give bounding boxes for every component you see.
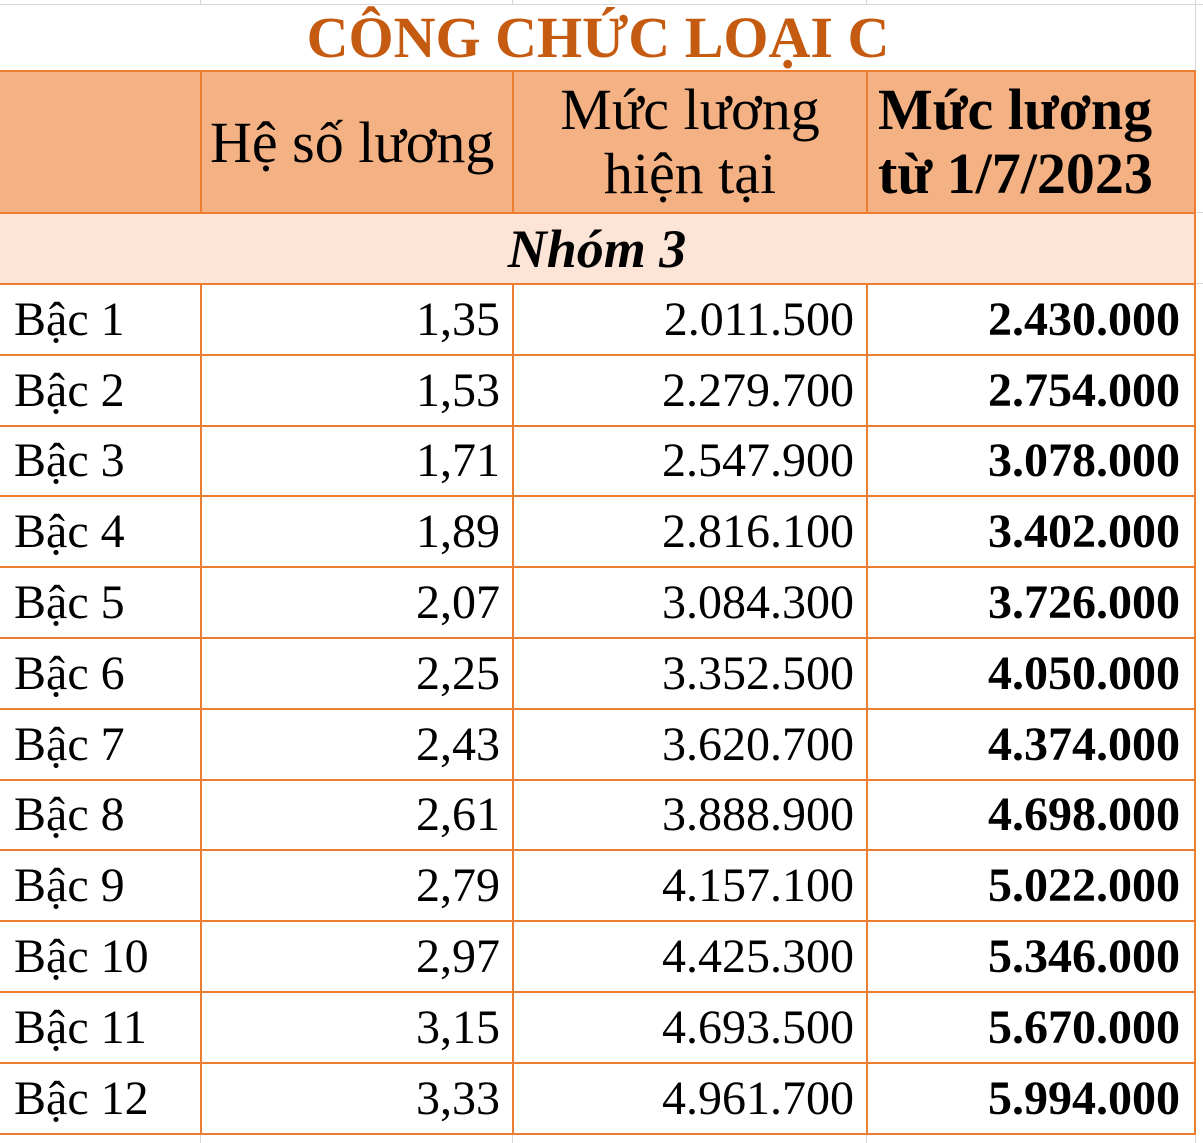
current-salary-value: 3.888.900 — [512, 780, 866, 850]
table-row: Bậc 10 2,97 4.425.300 5.346.000 — [0, 920, 1194, 991]
table-row: Bậc 4 1,89 2.816.100 3.402.000 — [0, 495, 1194, 567]
current-salary-value: 4.425.300 — [512, 922, 866, 991]
gridline-tick — [1196, 212, 1203, 213]
row-label: Bậc 6 — [14, 646, 125, 700]
table-row: Bậc 1 1,35 2.011.500 2.430.000 — [0, 283, 1194, 354]
title-row: CÔNG CHỨC LOẠI C — [0, 4, 1196, 70]
header-current-salary-line1: Mức lương — [560, 77, 820, 142]
table-body: Bậc 1 1,35 2.011.500 2.430.000 Bậc 2 1,5… — [0, 283, 1194, 1133]
row-label: Bậc 7 — [14, 717, 125, 771]
group-label: Nhóm 3 — [507, 218, 687, 279]
coefficient-value: 2,61 — [200, 780, 512, 850]
salary-2023-value: 4.050.000 — [866, 638, 1194, 708]
top-gridline-sliver — [0, 0, 1203, 5]
row-label: Bậc 1 — [14, 292, 125, 346]
group-row: Nhóm 3 — [0, 212, 1194, 283]
header-cell-current-salary: Mức lương hiện tại — [512, 72, 866, 212]
current-salary-value: 2.011.500 — [512, 285, 866, 354]
table-row: Bậc 11 3,15 4.693.500 5.670.000 — [0, 990, 1194, 1062]
coefficient-value: 1,53 — [200, 355, 512, 425]
current-salary-value: 3.620.700 — [512, 709, 866, 779]
table-row: Bậc 3 1,71 2.547.900 3.078.000 — [0, 424, 1194, 496]
page-title: CÔNG CHỨC LOẠI C — [306, 4, 890, 70]
gridline-tick — [866, 1135, 867, 1143]
salary-2023-value: 5.022.000 — [866, 851, 1194, 921]
row-label: Bậc 10 — [14, 930, 149, 984]
table-row: Bậc 9 2,79 4.157.100 5.022.000 — [0, 849, 1194, 921]
salary-2023-value: 2.754.000 — [866, 355, 1194, 425]
table-row: Bậc 12 3,33 4.961.700 5.994.000 — [0, 1061, 1194, 1133]
coefficient-value: 2,97 — [200, 922, 512, 991]
table-header-row: Hệ số lương Mức lương hiện tại Mức lương… — [0, 72, 1194, 212]
row-label: Bậc 5 — [14, 576, 125, 630]
salary-2023-value: 5.346.000 — [866, 922, 1194, 991]
gridline-tick — [866, 0, 867, 4]
coefficient-value: 2,07 — [200, 568, 512, 637]
row-label: Bậc 3 — [14, 434, 125, 488]
table-row: Bậc 5 2,07 3.084.300 3.726.000 — [0, 566, 1194, 637]
row-label: Bậc 2 — [14, 363, 125, 417]
header-current-salary-line2: hiện tại — [603, 141, 777, 206]
header-salary-2023-line2: từ 1/7/2023 — [878, 141, 1153, 206]
salary-2023-value: 5.994.000 — [866, 1063, 1194, 1133]
row-label: Bậc 11 — [14, 1000, 147, 1054]
current-salary-value: 4.961.700 — [512, 1063, 866, 1133]
table-row: Bậc 6 2,25 3.352.500 4.050.000 — [0, 636, 1194, 708]
coefficient-value: 3,33 — [200, 1063, 512, 1133]
current-salary-value: 2.279.700 — [512, 355, 866, 425]
salary-2023-value: 4.374.000 — [866, 709, 1194, 779]
coefficient-value: 2,43 — [200, 709, 512, 779]
gridline-tick — [512, 0, 513, 4]
row-label: Bậc 8 — [14, 788, 125, 842]
salary-2023-value: 2.430.000 — [866, 285, 1194, 354]
salary-2023-value: 3.402.000 — [866, 497, 1194, 567]
coefficient-value: 3,15 — [200, 992, 512, 1062]
row-label: Bậc 9 — [14, 859, 125, 913]
table-row: Bậc 2 1,53 2.279.700 2.754.000 — [0, 353, 1194, 425]
salary-2023-value: 4.698.000 — [866, 780, 1194, 850]
header-cell-coefficient: Hệ số lương — [200, 72, 512, 212]
current-salary-value: 2.816.100 — [512, 497, 866, 567]
coefficient-value: 1,71 — [200, 426, 512, 496]
salary-2023-value: 3.726.000 — [866, 568, 1194, 637]
gridline-tick — [512, 1135, 513, 1143]
table-row: Bậc 8 2,61 3.888.900 4.698.000 — [0, 778, 1194, 850]
coefficient-value: 2,25 — [200, 638, 512, 708]
salary-2023-value: 3.078.000 — [866, 426, 1194, 496]
gridline-tick — [1195, 5, 1196, 70]
header-coefficient-label: Hệ số lương — [210, 109, 495, 175]
gridline-tick — [200, 1135, 201, 1143]
gridline-tick — [200, 0, 201, 4]
current-salary-value: 4.157.100 — [512, 851, 866, 921]
coefficient-value: 1,89 — [200, 497, 512, 567]
coefficient-value: 2,79 — [200, 851, 512, 921]
header-salary-2023-line1: Mức lương — [878, 77, 1153, 142]
salary-2023-value: 5.670.000 — [866, 992, 1194, 1062]
current-salary-value: 2.547.900 — [512, 426, 866, 496]
row-label: Bậc 12 — [14, 1071, 149, 1125]
table-row: Bậc 7 2,43 3.620.700 4.374.000 — [0, 707, 1194, 779]
current-salary-value: 3.352.500 — [512, 638, 866, 708]
header-cell-empty — [0, 72, 200, 212]
gridline-tick — [1196, 283, 1203, 284]
gridline-tick — [1195, 0, 1196, 4]
gridline-tick — [1195, 1135, 1196, 1143]
current-salary-value: 4.693.500 — [512, 992, 866, 1062]
coefficient-value: 1,35 — [200, 285, 512, 354]
row-label: Bậc 4 — [14, 505, 125, 559]
salary-table: Hệ số lương Mức lương hiện tại Mức lương… — [0, 70, 1196, 1135]
header-cell-salary-2023: Mức lương từ 1/7/2023 — [866, 72, 1194, 212]
current-salary-value: 3.084.300 — [512, 568, 866, 637]
